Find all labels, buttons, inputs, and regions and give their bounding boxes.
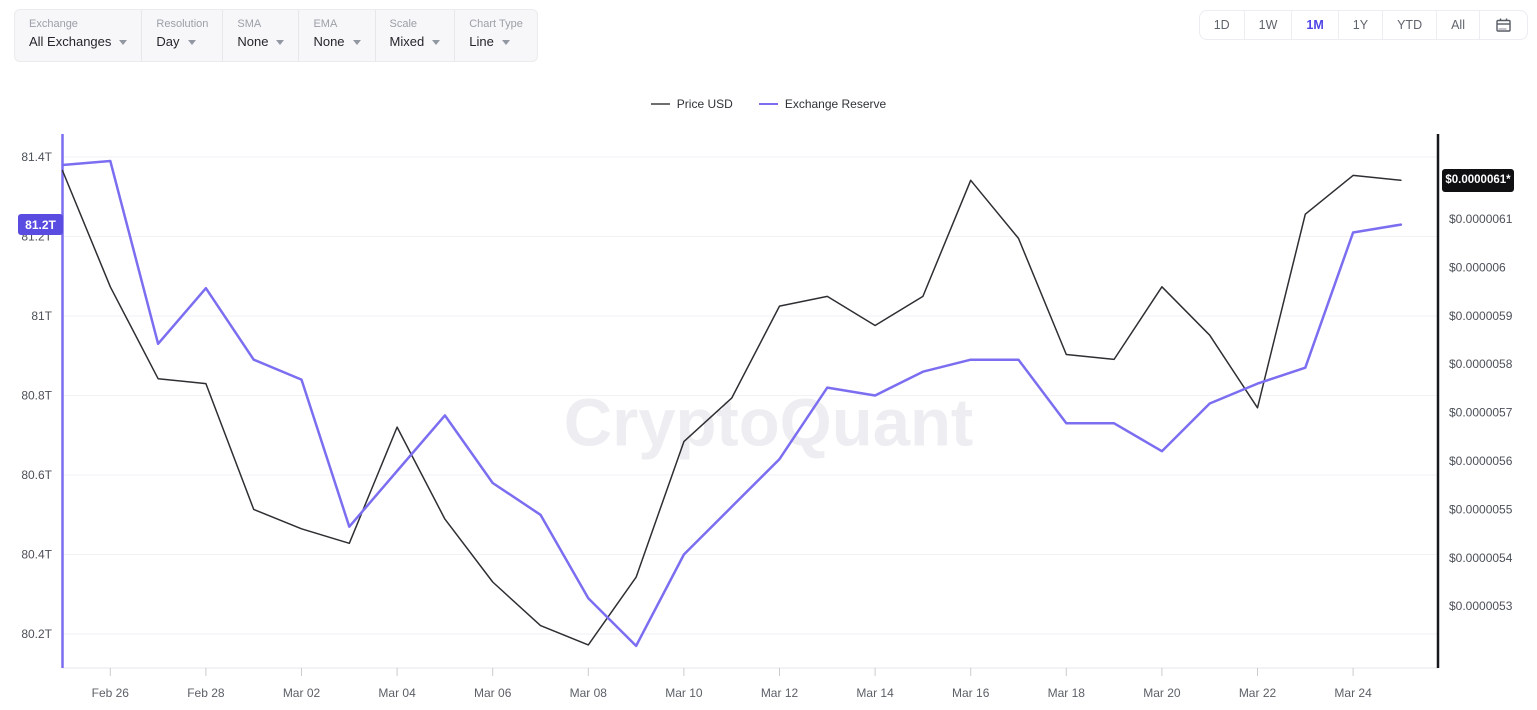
chevron-down-icon — [276, 40, 285, 45]
x-tick-label: Mar 18 — [1048, 686, 1086, 700]
toolbar-group-value: Mixed — [389, 34, 425, 49]
toolbar-group-exchange[interactable]: Exchange All Exchanges — [15, 10, 143, 61]
range-button-1y[interactable]: 1Y — [1339, 11, 1384, 39]
toolbar-group-value: None — [313, 34, 345, 49]
left-axis-tick-label: 80.8T — [21, 389, 52, 403]
x-tick-label: Mar 10 — [665, 686, 703, 700]
range-button-all[interactable]: All — [1437, 11, 1480, 39]
toolbar-group-value: Day — [156, 34, 180, 49]
left-axis-tick-label: 81.4T — [21, 150, 52, 164]
calendar-icon — [1496, 18, 1511, 32]
range-button-1m[interactable]: 1M — [1292, 11, 1339, 39]
time-range-selector: 1D 1W 1M 1Y YTD All — [1198, 10, 1528, 40]
legend-label: Exchange Reserve — [784, 97, 887, 111]
toolbar-group-chart-type[interactable]: Chart Type Line — [455, 10, 537, 61]
x-tick-label: Mar 08 — [570, 686, 608, 700]
x-tick-label: Feb 28 — [187, 686, 225, 700]
toolbar-group-value: All Exchanges — [29, 34, 112, 49]
exchange-reserve-current-badge: 81.2T — [18, 214, 63, 236]
toolbar-group-sma[interactable]: SMA None — [223, 10, 300, 61]
toolbar-group-resolution[interactable]: Resolution Day — [142, 10, 224, 61]
right-axis-tick-label: $0.0000059 — [1449, 309, 1513, 323]
x-tick-label: Mar 02 — [283, 686, 321, 700]
right-axis-tick-label: $0.0000058 — [1449, 357, 1513, 371]
toolbar-group-label: Exchange — [29, 18, 78, 30]
toolbar-group-value: None — [237, 34, 269, 49]
x-tick-label: Mar 06 — [474, 686, 512, 700]
range-button-1w[interactable]: 1W — [1245, 11, 1293, 39]
left-axis-tick-label: 81T — [31, 309, 52, 323]
x-tick-label: Mar 14 — [856, 686, 894, 700]
toolbar-group-ema[interactable]: EMA None — [299, 10, 376, 61]
x-tick-label: Mar 04 — [378, 686, 416, 700]
toolbar-group-value: Line — [469, 34, 494, 49]
x-tick-label: Feb 26 — [92, 686, 130, 700]
legend-label: Price USD — [676, 97, 733, 111]
x-tick-label: Mar 22 — [1239, 686, 1277, 700]
chart-legend: Price USD Exchange Reserve — [0, 97, 1537, 111]
left-axis-tick-label: 80.2T — [21, 627, 52, 641]
chevron-down-icon — [501, 40, 510, 45]
toolbar-group-label: SMA — [237, 18, 262, 30]
right-axis-tick-label: $0.0000056 — [1449, 454, 1513, 468]
toolbar-group-label: Chart Type — [469, 18, 523, 30]
toolbar-group-label: EMA — [313, 18, 338, 30]
x-tick-label: Mar 16 — [952, 686, 990, 700]
legend-item-price-usd[interactable]: Price USD — [650, 97, 733, 111]
chevron-down-icon — [119, 40, 128, 45]
left-axis-tick-label: 80.4T — [21, 548, 52, 562]
left-axis-tick-label: 80.6T — [21, 468, 52, 482]
chevron-down-icon — [432, 40, 441, 45]
right-axis-tick-label: $0.0000061 — [1449, 212, 1513, 226]
toolbar-group-scale[interactable]: Scale Mixed — [376, 10, 456, 61]
right-axis-tick-label: $0.0000055 — [1449, 502, 1513, 516]
exchange-reserve-line — [61, 159, 1403, 648]
x-tick-label: Mar 12 — [761, 686, 799, 700]
right-axis-tick-label: $0.0000053 — [1449, 599, 1513, 613]
price-usd-line — [61, 169, 1402, 646]
legend-item-exchange-reserve[interactable]: Exchange Reserve — [758, 97, 887, 111]
chevron-down-icon — [187, 40, 196, 45]
calendar-button[interactable] — [1480, 17, 1527, 34]
chevron-down-icon — [352, 40, 361, 45]
x-tick-label: Mar 24 — [1334, 686, 1372, 700]
right-axis-tick-label: $0.000006 — [1449, 260, 1506, 274]
legend-marker-icon — [758, 103, 778, 105]
toolbar-group-label: Scale — [389, 18, 418, 30]
price-current-badge: $0.0000061* — [1442, 168, 1514, 192]
legend-marker-icon — [650, 103, 670, 105]
x-tick-label: Mar 20 — [1143, 686, 1181, 700]
right-axis-tick-label: $0.0000054 — [1449, 551, 1513, 565]
right-axis-tick-label: $0.0000057 — [1449, 406, 1513, 420]
range-button-1d[interactable]: 1D — [1200, 11, 1245, 39]
chart-settings-toolbar: Exchange All Exchanges Resolution Day SMA Non… — [14, 9, 538, 62]
toolbar-group-label: Resolution — [156, 18, 209, 30]
range-button-ytd[interactable]: YTD — [1383, 11, 1438, 39]
